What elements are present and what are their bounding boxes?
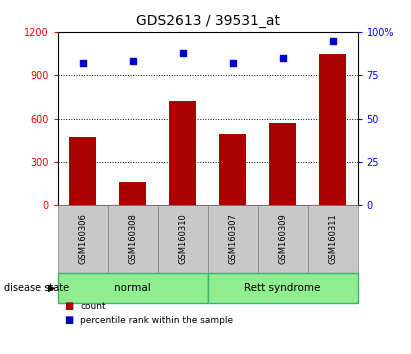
Point bbox=[129, 58, 136, 64]
Text: ■: ■ bbox=[64, 315, 73, 325]
Text: ▶: ▶ bbox=[48, 282, 55, 293]
Point bbox=[79, 60, 86, 66]
Text: GSM160308: GSM160308 bbox=[128, 213, 137, 264]
Text: normal: normal bbox=[114, 282, 151, 293]
Bar bbox=[119, 182, 146, 205]
Point bbox=[279, 55, 286, 61]
Bar bbox=[219, 135, 246, 205]
Bar bbox=[319, 53, 346, 205]
Point bbox=[229, 60, 236, 66]
Bar bbox=[169, 101, 196, 205]
Text: disease state: disease state bbox=[4, 282, 69, 293]
Bar bbox=[69, 137, 96, 205]
Text: GSM160307: GSM160307 bbox=[228, 213, 237, 264]
Text: GSM160311: GSM160311 bbox=[328, 213, 337, 264]
Text: percentile rank within the sample: percentile rank within the sample bbox=[80, 316, 233, 325]
Title: GDS2613 / 39531_at: GDS2613 / 39531_at bbox=[136, 14, 279, 28]
Bar bbox=[269, 123, 296, 205]
Point bbox=[329, 38, 336, 44]
Text: count: count bbox=[80, 302, 106, 311]
Text: GSM160306: GSM160306 bbox=[78, 213, 87, 264]
Text: GSM160309: GSM160309 bbox=[278, 213, 287, 264]
Text: ■: ■ bbox=[64, 301, 73, 311]
Text: GSM160310: GSM160310 bbox=[178, 213, 187, 264]
Text: Rett syndrome: Rett syndrome bbox=[245, 282, 321, 293]
Point bbox=[179, 50, 186, 56]
